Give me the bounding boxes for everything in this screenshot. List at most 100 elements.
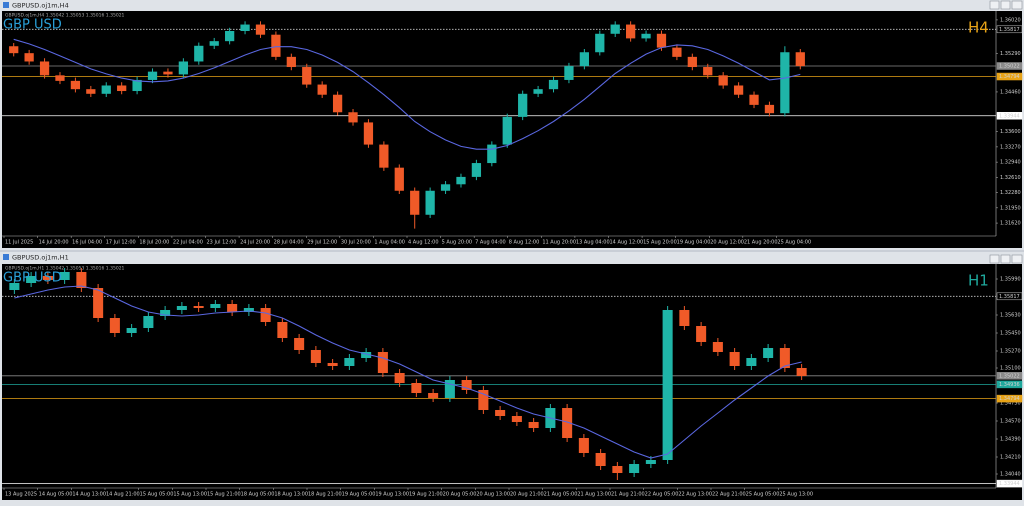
- x-tick-label: 25 Aug 13:00: [779, 492, 813, 498]
- symbol-label: GBP USD: [3, 271, 62, 286]
- candle-body: [76, 272, 87, 288]
- x-tick-label: 22 Aug 13:00: [678, 492, 712, 498]
- chart-info: GBPUSD.oj1m,H1 1.35042 1.35053 1.35016 1…: [5, 266, 125, 272]
- x-tick-label: 19 Aug 13:00: [375, 492, 409, 498]
- candle-body: [471, 163, 482, 177]
- candle-body: [626, 24, 636, 39]
- x-tick-label: 15 Aug 21:00: [207, 492, 241, 498]
- candle-body: [511, 416, 522, 422]
- price-label: 1.35022: [999, 373, 1020, 379]
- candle-body: [595, 33, 605, 53]
- candle-body: [564, 66, 574, 80]
- candle-body: [562, 408, 573, 438]
- candle-body: [672, 47, 682, 57]
- y-tick-label: 1.34390: [1000, 437, 1021, 443]
- y-tick-label: 1.35290: [1000, 51, 1021, 57]
- y-tick-label: 1.35270: [1000, 349, 1021, 355]
- candle-body: [548, 79, 559, 90]
- candle-body: [656, 33, 667, 48]
- candle-body: [662, 310, 673, 460]
- close-button[interactable]: [1011, 254, 1023, 264]
- price-label-box: [996, 479, 1023, 488]
- x-tick-label: 13 Aug 2025: [5, 492, 37, 498]
- y-tick-label: 1.34750: [1000, 401, 1021, 407]
- x-tick-label: 5 Aug 20:00: [442, 240, 473, 246]
- chart-window: GBPUSD.oj1m,H4 1.36020 1.35290 1.34460 1.336…: [2, 2, 1023, 248]
- x-tick-label: 15 Aug 20:00: [643, 240, 677, 246]
- candle-body: [302, 67, 312, 85]
- x-tick-label: 14 Aug 13:00: [72, 492, 106, 498]
- symbol-label: GBP USD: [3, 18, 62, 33]
- candle-body: [712, 342, 723, 352]
- minimize-button[interactable]: [989, 0, 1000, 10]
- y-tick-label: 1.35990: [1000, 277, 1021, 283]
- candle-body: [24, 53, 34, 62]
- y-tick-label: 1.33270: [1000, 144, 1021, 150]
- candle-body: [86, 89, 96, 94]
- candle-body: [645, 460, 656, 464]
- candle-body: [147, 71, 158, 80]
- x-tick-label: 13 Aug 04:00: [576, 240, 610, 246]
- candle-body: [194, 45, 204, 62]
- x-tick-label: 20 Aug 13:00: [476, 492, 510, 498]
- window-title: GBPUSD.oj1m,H1: [12, 254, 69, 262]
- candle-body: [361, 352, 372, 358]
- x-tick-label: 18 Aug 05:00: [241, 492, 275, 498]
- y-tick-label: 1.32280: [1000, 190, 1021, 196]
- window-icon: [3, 2, 9, 8]
- price-label-box: [996, 62, 1023, 70]
- y-tick-label: 1.34040: [1000, 472, 1021, 478]
- x-tick-label: 14 Aug 12:00: [610, 240, 644, 246]
- close-button[interactable]: [1011, 0, 1023, 10]
- candle-body: [344, 358, 355, 366]
- candle-body: [796, 368, 807, 376]
- candle-body: [255, 24, 266, 35]
- price-label-box: [996, 112, 1023, 120]
- candle-body: [696, 326, 707, 342]
- y-tick-label: 1.34570: [1000, 419, 1021, 425]
- candle-body: [729, 352, 740, 366]
- candle-body: [487, 144, 497, 164]
- candle-body: [425, 190, 435, 215]
- x-tick-label: 4 Aug 12:00: [408, 240, 439, 246]
- chart-area: [2, 11, 1022, 248]
- candle-body: [176, 306, 187, 310]
- candle-body: [332, 94, 343, 113]
- x-tick-label: 30 Jul 20:00: [341, 240, 371, 246]
- window-title: GBPUSD.oj1m,H4: [12, 2, 69, 10]
- x-tick-label: 19 Aug 04:00: [677, 240, 711, 246]
- candle-body: [209, 41, 219, 46]
- candle-body: [310, 350, 321, 363]
- candle-body: [210, 304, 221, 308]
- y-tick-label: 1.35100: [1000, 366, 1021, 372]
- price-label: 1.35817: [999, 294, 1020, 300]
- candle-body: [733, 85, 744, 95]
- price-label-box: [996, 380, 1023, 389]
- x-tick-label: 21 Aug 21:00: [611, 492, 645, 498]
- x-tick-label: 14 Aug 05:00: [39, 492, 73, 498]
- window-buttons: [989, 0, 1023, 264]
- price-label: 1.34794: [999, 396, 1020, 402]
- y-tick-label: 1.35450: [1000, 331, 1021, 337]
- candle-body: [610, 24, 620, 34]
- candle-body: [377, 352, 388, 373]
- x-tick-label: 22 Jul 04:00: [173, 240, 203, 246]
- x-tick-label: 19 Aug 21:00: [409, 492, 443, 498]
- candle-body: [363, 122, 374, 145]
- candle-body: [126, 328, 137, 333]
- candle-body: [518, 93, 528, 117]
- moving-average: [14, 285, 802, 459]
- x-tick-label: 20 Aug 21:00: [510, 492, 544, 498]
- x-tick-label: 24 Jul 20:00: [240, 240, 270, 246]
- x-tick-label: 21 Aug 20:00: [744, 240, 778, 246]
- restore-button[interactable]: [1000, 254, 1011, 264]
- x-tick-label: 29 Jul 12:00: [307, 240, 337, 246]
- candle-body: [193, 306, 204, 308]
- minimize-button[interactable]: [989, 254, 1000, 264]
- y-tick-label: 1.34210: [1000, 455, 1021, 461]
- candle-body: [243, 308, 254, 312]
- x-tick-label: 23 Jul 12:00: [207, 240, 237, 246]
- candle-body: [70, 80, 81, 90]
- candle-body: [277, 322, 288, 338]
- restore-button[interactable]: [1000, 0, 1011, 10]
